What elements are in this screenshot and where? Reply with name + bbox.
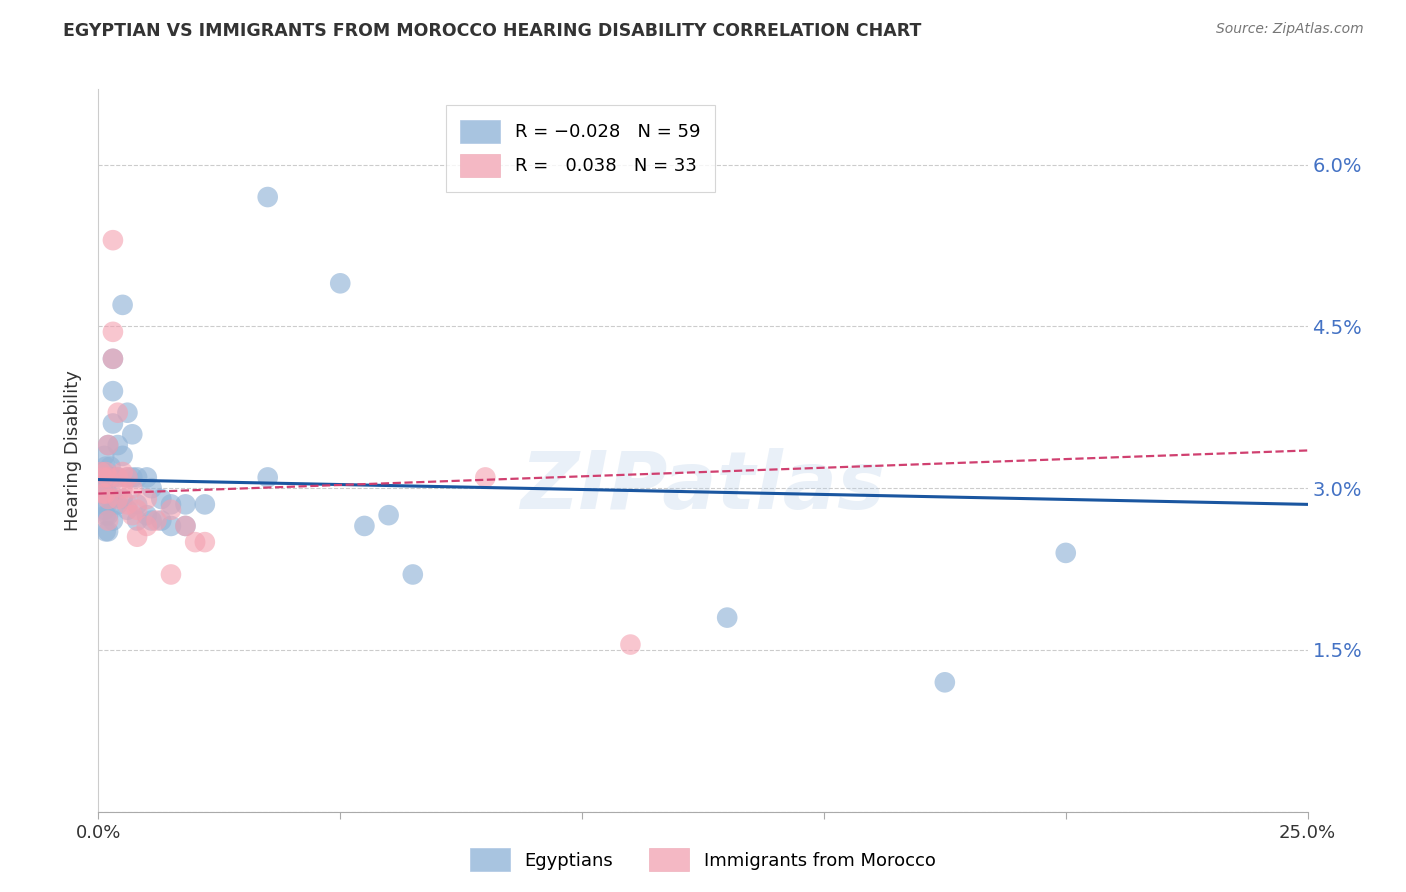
Point xyxy=(101,351,124,366)
Point xyxy=(474,470,496,484)
Point xyxy=(97,508,120,523)
Point xyxy=(127,502,149,516)
Point xyxy=(97,470,120,484)
Legend: Egyptians, Immigrants from Morocco: Egyptians, Immigrants from Morocco xyxy=(463,841,943,879)
Point xyxy=(94,459,117,474)
Point xyxy=(97,438,120,452)
Point xyxy=(111,449,134,463)
Point xyxy=(107,438,129,452)
Point xyxy=(160,519,183,533)
Point xyxy=(135,519,157,533)
Point xyxy=(145,514,167,528)
Point xyxy=(121,470,143,484)
Point xyxy=(121,508,143,523)
Point xyxy=(97,438,120,452)
Point xyxy=(94,486,117,500)
Text: ZIPatlas: ZIPatlas xyxy=(520,448,886,525)
Point xyxy=(101,491,124,506)
Point xyxy=(101,233,124,247)
Point xyxy=(256,190,278,204)
Point xyxy=(101,384,124,399)
Point xyxy=(97,486,120,500)
Point xyxy=(117,470,139,484)
Point xyxy=(127,470,149,484)
Point xyxy=(256,470,278,484)
Point xyxy=(101,470,124,484)
Point xyxy=(97,514,120,528)
Point xyxy=(107,406,129,420)
Point xyxy=(91,486,114,500)
Y-axis label: Hearing Disability: Hearing Disability xyxy=(63,370,82,531)
Point xyxy=(934,675,956,690)
Point xyxy=(141,481,163,495)
Point xyxy=(121,481,143,495)
Point xyxy=(90,470,112,484)
Point xyxy=(117,406,139,420)
Point xyxy=(121,427,143,442)
Point xyxy=(97,524,120,539)
Point xyxy=(94,481,117,495)
Point xyxy=(353,519,375,533)
Text: Source: ZipAtlas.com: Source: ZipAtlas.com xyxy=(1216,22,1364,37)
Point xyxy=(111,481,134,495)
Point xyxy=(117,497,139,511)
Point xyxy=(93,449,115,463)
Point xyxy=(111,298,134,312)
Point xyxy=(160,502,183,516)
Point xyxy=(101,351,124,366)
Point xyxy=(174,497,197,511)
Point xyxy=(135,470,157,484)
Point xyxy=(619,638,641,652)
Point xyxy=(94,524,117,539)
Point xyxy=(141,514,163,528)
Point xyxy=(1054,546,1077,560)
Point xyxy=(91,470,114,484)
Point xyxy=(402,567,425,582)
Point xyxy=(111,465,134,479)
Legend: R = −0.028   N = 59, R =   0.038   N = 33: R = −0.028 N = 59, R = 0.038 N = 33 xyxy=(446,105,714,192)
Point xyxy=(117,502,139,516)
Point xyxy=(94,508,117,523)
Point xyxy=(91,486,114,500)
Point xyxy=(160,567,183,582)
Point xyxy=(150,491,173,506)
Point xyxy=(97,491,120,506)
Point xyxy=(127,514,149,528)
Text: EGYPTIAN VS IMMIGRANTS FROM MOROCCO HEARING DISABILITY CORRELATION CHART: EGYPTIAN VS IMMIGRANTS FROM MOROCCO HEAR… xyxy=(63,22,922,40)
Point xyxy=(101,514,124,528)
Point xyxy=(93,502,115,516)
Point xyxy=(135,491,157,506)
Point xyxy=(97,470,120,484)
Point xyxy=(174,519,197,533)
Point xyxy=(127,497,149,511)
Point xyxy=(107,470,129,484)
Point xyxy=(90,465,112,479)
Point xyxy=(111,491,134,506)
Point xyxy=(107,497,129,511)
Point xyxy=(135,508,157,523)
Point xyxy=(100,491,122,506)
Point xyxy=(107,491,129,506)
Point xyxy=(127,530,149,544)
Point xyxy=(194,497,217,511)
Point xyxy=(117,470,139,484)
Point xyxy=(101,417,124,431)
Point xyxy=(184,535,207,549)
Point xyxy=(150,514,173,528)
Point xyxy=(329,277,352,291)
Point xyxy=(91,465,114,479)
Point xyxy=(91,497,114,511)
Point xyxy=(94,465,117,479)
Point xyxy=(160,497,183,511)
Point xyxy=(716,610,738,624)
Point xyxy=(91,481,114,495)
Point xyxy=(107,470,129,484)
Point xyxy=(101,325,124,339)
Point xyxy=(194,535,217,549)
Point xyxy=(377,508,399,523)
Point xyxy=(100,459,122,474)
Point xyxy=(174,519,197,533)
